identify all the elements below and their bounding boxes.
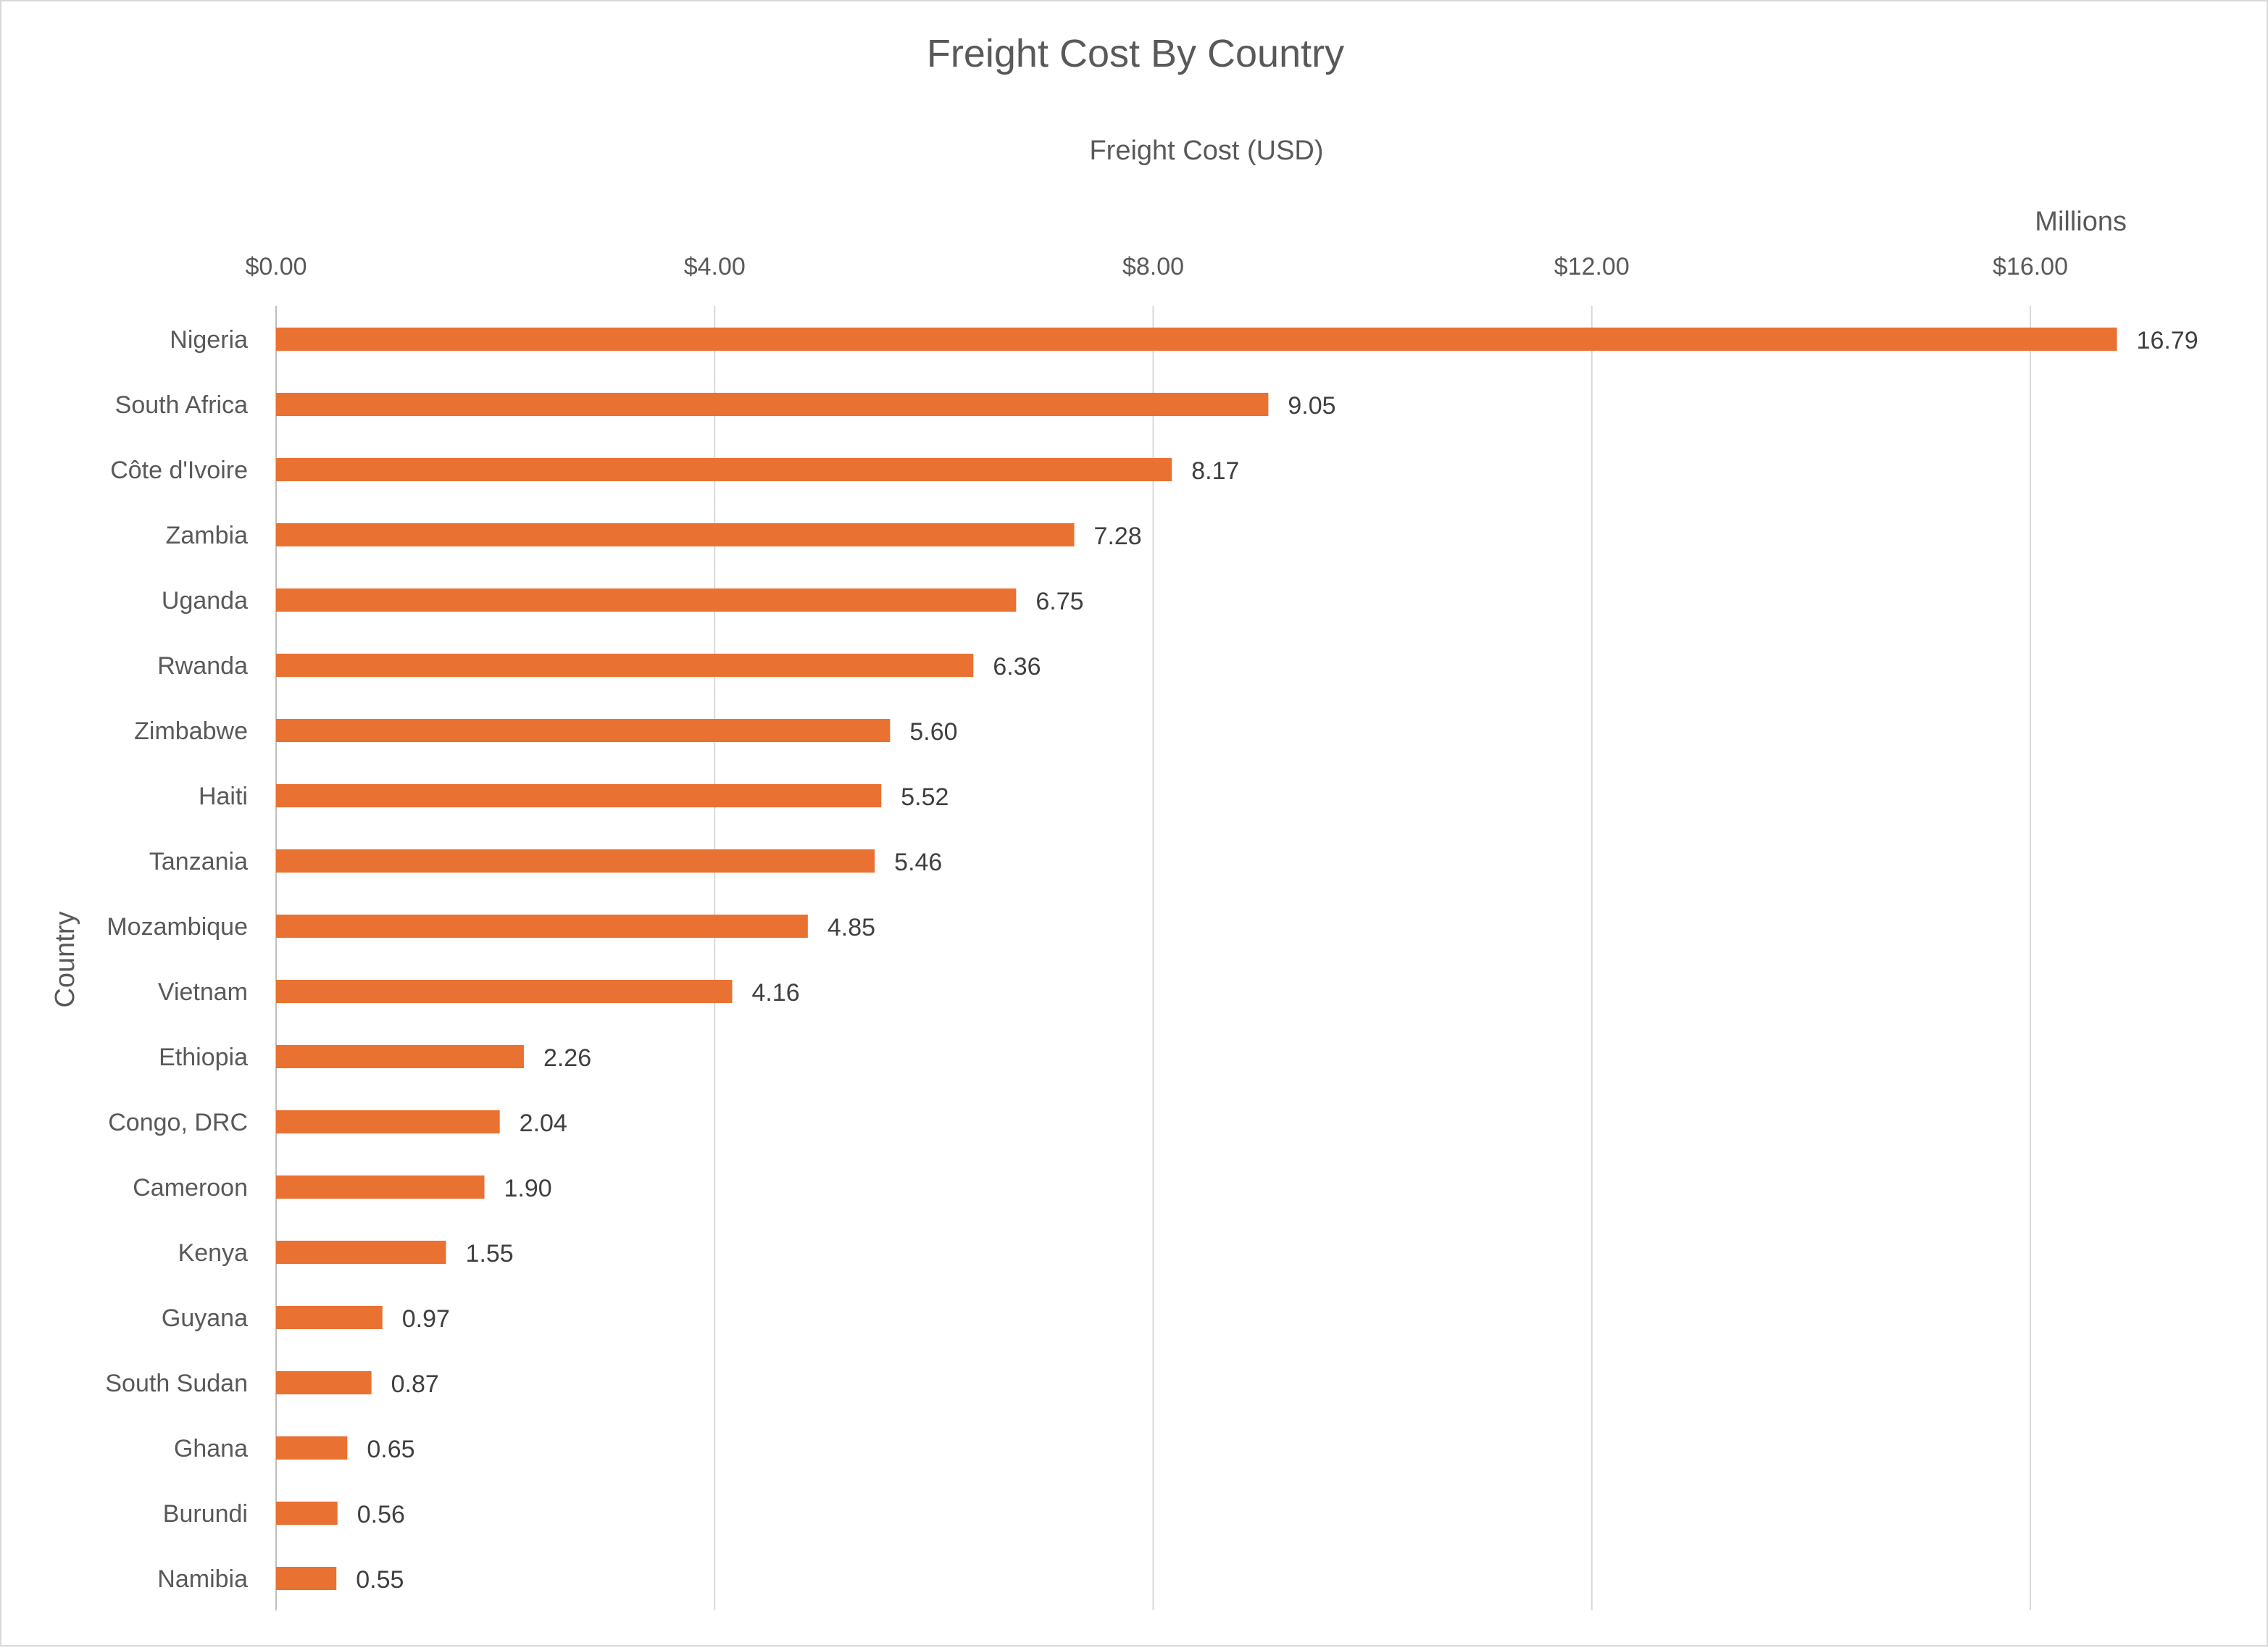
bar (276, 719, 891, 742)
category-label: Haiti (199, 783, 248, 810)
units-label: Millions (2035, 207, 2127, 237)
category-label: Rwanda (157, 652, 248, 680)
bar (276, 1306, 383, 1329)
x-axis-title: Freight Cost (USD) (1089, 136, 1323, 166)
category-label: Namibia (157, 1565, 248, 1593)
bar (276, 1241, 446, 1264)
bar (276, 1436, 348, 1460)
bar (276, 1175, 485, 1199)
category-label: Kenya (178, 1239, 248, 1267)
category-label: Zimbabwe (134, 717, 248, 745)
category-label: South Africa (115, 391, 248, 419)
data-label: 2.26 (543, 1044, 591, 1072)
bar (276, 1110, 500, 1133)
x-tick-labels: $0.00 $4.00 $8.00 $12.00 $16.00 (245, 253, 2068, 280)
gridlines (275, 306, 2031, 1610)
data-label: 4.16 (751, 979, 799, 1007)
bar (276, 784, 882, 807)
data-label: 6.36 (993, 653, 1041, 681)
category-label: Ghana (174, 1435, 248, 1462)
bar (276, 849, 875, 873)
data-labels: 16.79 9.05 8.17 7.28 6.75 6.36 5.60 5.52 5.46 4.8… (356, 327, 2198, 1594)
category-label: Burundi (163, 1500, 248, 1528)
category-label: Guyana (162, 1304, 248, 1332)
chart-title: Freight Cost By Country (927, 32, 1344, 75)
data-label: 6.75 (1035, 588, 1083, 615)
bar (276, 1045, 524, 1068)
category-label: South Sudan (105, 1370, 248, 1397)
bar (276, 393, 1269, 416)
x-tick-label: $12.00 (1554, 253, 1630, 280)
category-labels: Nigeria South Africa Côte d'Ivoire Zambia Ug… (105, 326, 248, 1593)
category-label: Nigeria (170, 326, 248, 354)
category-label: Zambia (166, 522, 248, 549)
bar (276, 980, 733, 1003)
y-axis-title: Country (50, 911, 80, 1007)
data-label: 5.46 (894, 849, 942, 876)
category-label: Ethiopia (159, 1044, 248, 1071)
data-label: 1.55 (466, 1240, 514, 1268)
x-tick-label: $8.00 (1122, 253, 1184, 280)
bar (276, 654, 974, 677)
category-label: Vietnam (158, 978, 248, 1006)
data-label: 1.90 (504, 1175, 551, 1202)
category-label: Côte d'Ivoire (110, 457, 248, 484)
bar (276, 328, 2117, 351)
data-label: 0.97 (402, 1305, 450, 1333)
bar (276, 588, 1017, 612)
bar (276, 1371, 372, 1394)
data-label: 0.56 (357, 1501, 405, 1528)
bar (276, 458, 1172, 481)
bars (276, 328, 2117, 1590)
data-label: 4.85 (827, 914, 875, 941)
bar (276, 915, 808, 938)
x-tick-label: $0.00 (245, 253, 307, 280)
bar (276, 1502, 338, 1525)
data-label: 0.55 (356, 1566, 404, 1594)
data-label: 2.04 (520, 1110, 567, 1137)
data-label: 0.87 (391, 1370, 439, 1398)
category-label: Cameroon (133, 1174, 248, 1202)
data-label: 0.65 (367, 1436, 414, 1463)
data-label: 16.79 (2137, 327, 2198, 354)
category-label: Congo, DRC (108, 1109, 248, 1136)
data-label: 7.28 (1094, 523, 1142, 550)
category-label: Uganda (162, 587, 248, 615)
x-tick-label: $4.00 (684, 253, 746, 280)
x-tick-label: $16.00 (1993, 253, 2068, 280)
data-label: 9.05 (1288, 392, 1335, 420)
category-label: Tanzania (149, 848, 248, 875)
data-label: 8.17 (1191, 457, 1239, 485)
bar (276, 1567, 337, 1590)
data-label: 5.60 (909, 718, 957, 746)
data-label: 5.52 (901, 783, 949, 811)
bar (276, 523, 1075, 546)
category-label: Mozambique (107, 913, 248, 941)
